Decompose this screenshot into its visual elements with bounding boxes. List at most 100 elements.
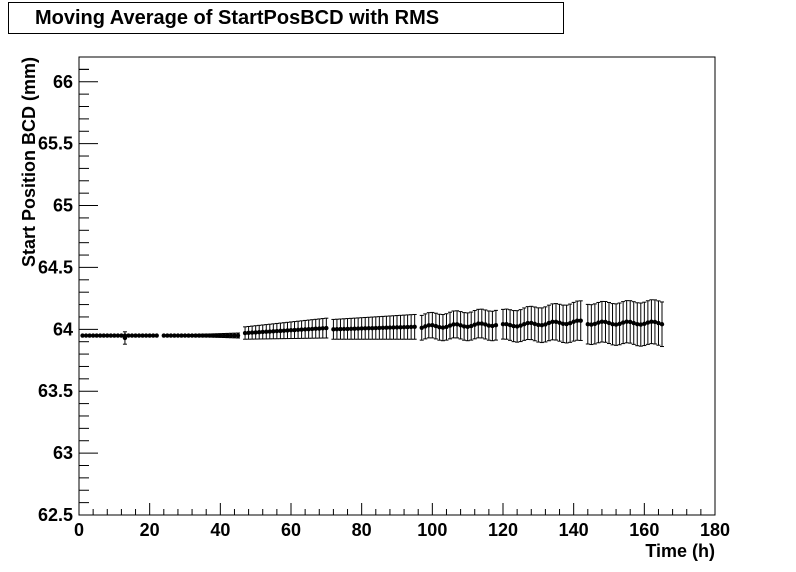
- point-marker: [147, 333, 152, 338]
- data-point: [532, 306, 537, 342]
- point-marker: [90, 333, 96, 338]
- data-point: [151, 333, 156, 338]
- data-point: [500, 308, 506, 340]
- point-marker: [126, 333, 131, 338]
- point-marker: [518, 323, 523, 328]
- point-marker: [179, 333, 184, 338]
- point-marker: [218, 333, 223, 338]
- point-marker: [638, 322, 643, 327]
- data-point: [433, 312, 439, 340]
- point-marker: [525, 320, 530, 326]
- data-point: [490, 310, 495, 342]
- point-marker: [645, 320, 651, 325]
- data-point: [511, 310, 516, 343]
- point-marker: [500, 322, 506, 327]
- data-point: [249, 325, 255, 340]
- data-point: [83, 333, 89, 338]
- point-marker: [511, 323, 516, 329]
- data-point: [493, 309, 499, 341]
- data-point: [274, 322, 280, 340]
- data-point: [129, 333, 135, 338]
- point-marker: [151, 333, 156, 338]
- point-marker: [101, 333, 106, 338]
- data-point: [143, 333, 149, 338]
- data-point: [264, 324, 269, 340]
- point-marker: [334, 327, 340, 332]
- point-marker: [274, 328, 280, 334]
- data-point: [101, 333, 106, 338]
- point-marker: [472, 322, 477, 327]
- data-point: [652, 299, 658, 345]
- data-point: [211, 333, 216, 338]
- point-marker: [232, 333, 237, 338]
- point-marker: [536, 322, 541, 328]
- data-point: [613, 303, 619, 346]
- data-point: [359, 317, 364, 340]
- data-point: [405, 314, 410, 340]
- data-point: [299, 320, 304, 339]
- data-point: [592, 303, 598, 345]
- data-point: [606, 301, 612, 345]
- point-marker: [172, 333, 177, 338]
- data-point: [246, 325, 251, 340]
- data-point: [175, 333, 181, 338]
- point-marker: [628, 319, 633, 325]
- point-marker: [567, 320, 573, 326]
- data-point: [310, 319, 315, 339]
- data-point: [426, 312, 431, 339]
- data-point: [94, 333, 99, 338]
- point-marker: [454, 322, 460, 327]
- point-marker: [133, 333, 138, 338]
- data-point: [546, 304, 552, 342]
- data-point: [228, 332, 234, 339]
- data-point: [334, 318, 340, 340]
- data-point: [380, 315, 386, 340]
- point-marker: [437, 325, 442, 330]
- point-marker: [281, 328, 287, 333]
- plot-frame: [78, 56, 716, 516]
- point-marker: [348, 326, 354, 331]
- data-point: [408, 314, 414, 340]
- point-marker: [377, 325, 382, 331]
- data-points: [80, 299, 665, 348]
- point-marker: [458, 323, 463, 328]
- data-point: [87, 333, 92, 338]
- data-point: [115, 333, 121, 338]
- point-marker: [182, 333, 188, 338]
- point-marker: [285, 328, 290, 333]
- data-point: [186, 333, 191, 338]
- point-marker: [165, 333, 170, 338]
- point-marker: [578, 318, 583, 323]
- point-marker: [635, 322, 640, 327]
- data-point: [112, 333, 117, 338]
- data-point: [567, 303, 573, 343]
- x-tick-label: 60: [281, 520, 301, 540]
- data-point: [366, 316, 371, 340]
- point-marker: [161, 333, 166, 338]
- point-marker: [631, 320, 636, 326]
- data-point: [320, 318, 325, 339]
- y-tick-label: 64: [53, 319, 73, 339]
- x-tick-label: 100: [417, 520, 447, 540]
- data-point: [575, 300, 580, 341]
- point-marker: [603, 319, 608, 325]
- data-point: [317, 318, 322, 339]
- point-marker: [214, 333, 219, 338]
- data-point: [140, 333, 145, 338]
- point-marker: [461, 324, 467, 329]
- point-marker: [235, 333, 241, 338]
- point-marker: [175, 333, 181, 338]
- data-point: [363, 316, 368, 340]
- point-marker: [186, 333, 191, 338]
- point-marker: [624, 319, 629, 324]
- data-point: [589, 304, 594, 346]
- data-point: [624, 300, 629, 344]
- point-marker: [514, 324, 520, 329]
- point-marker: [112, 333, 117, 338]
- point-marker: [642, 321, 647, 327]
- point-marker: [447, 323, 453, 328]
- point-marker: [83, 333, 89, 338]
- point-marker: [539, 323, 545, 328]
- data-point: [207, 333, 212, 338]
